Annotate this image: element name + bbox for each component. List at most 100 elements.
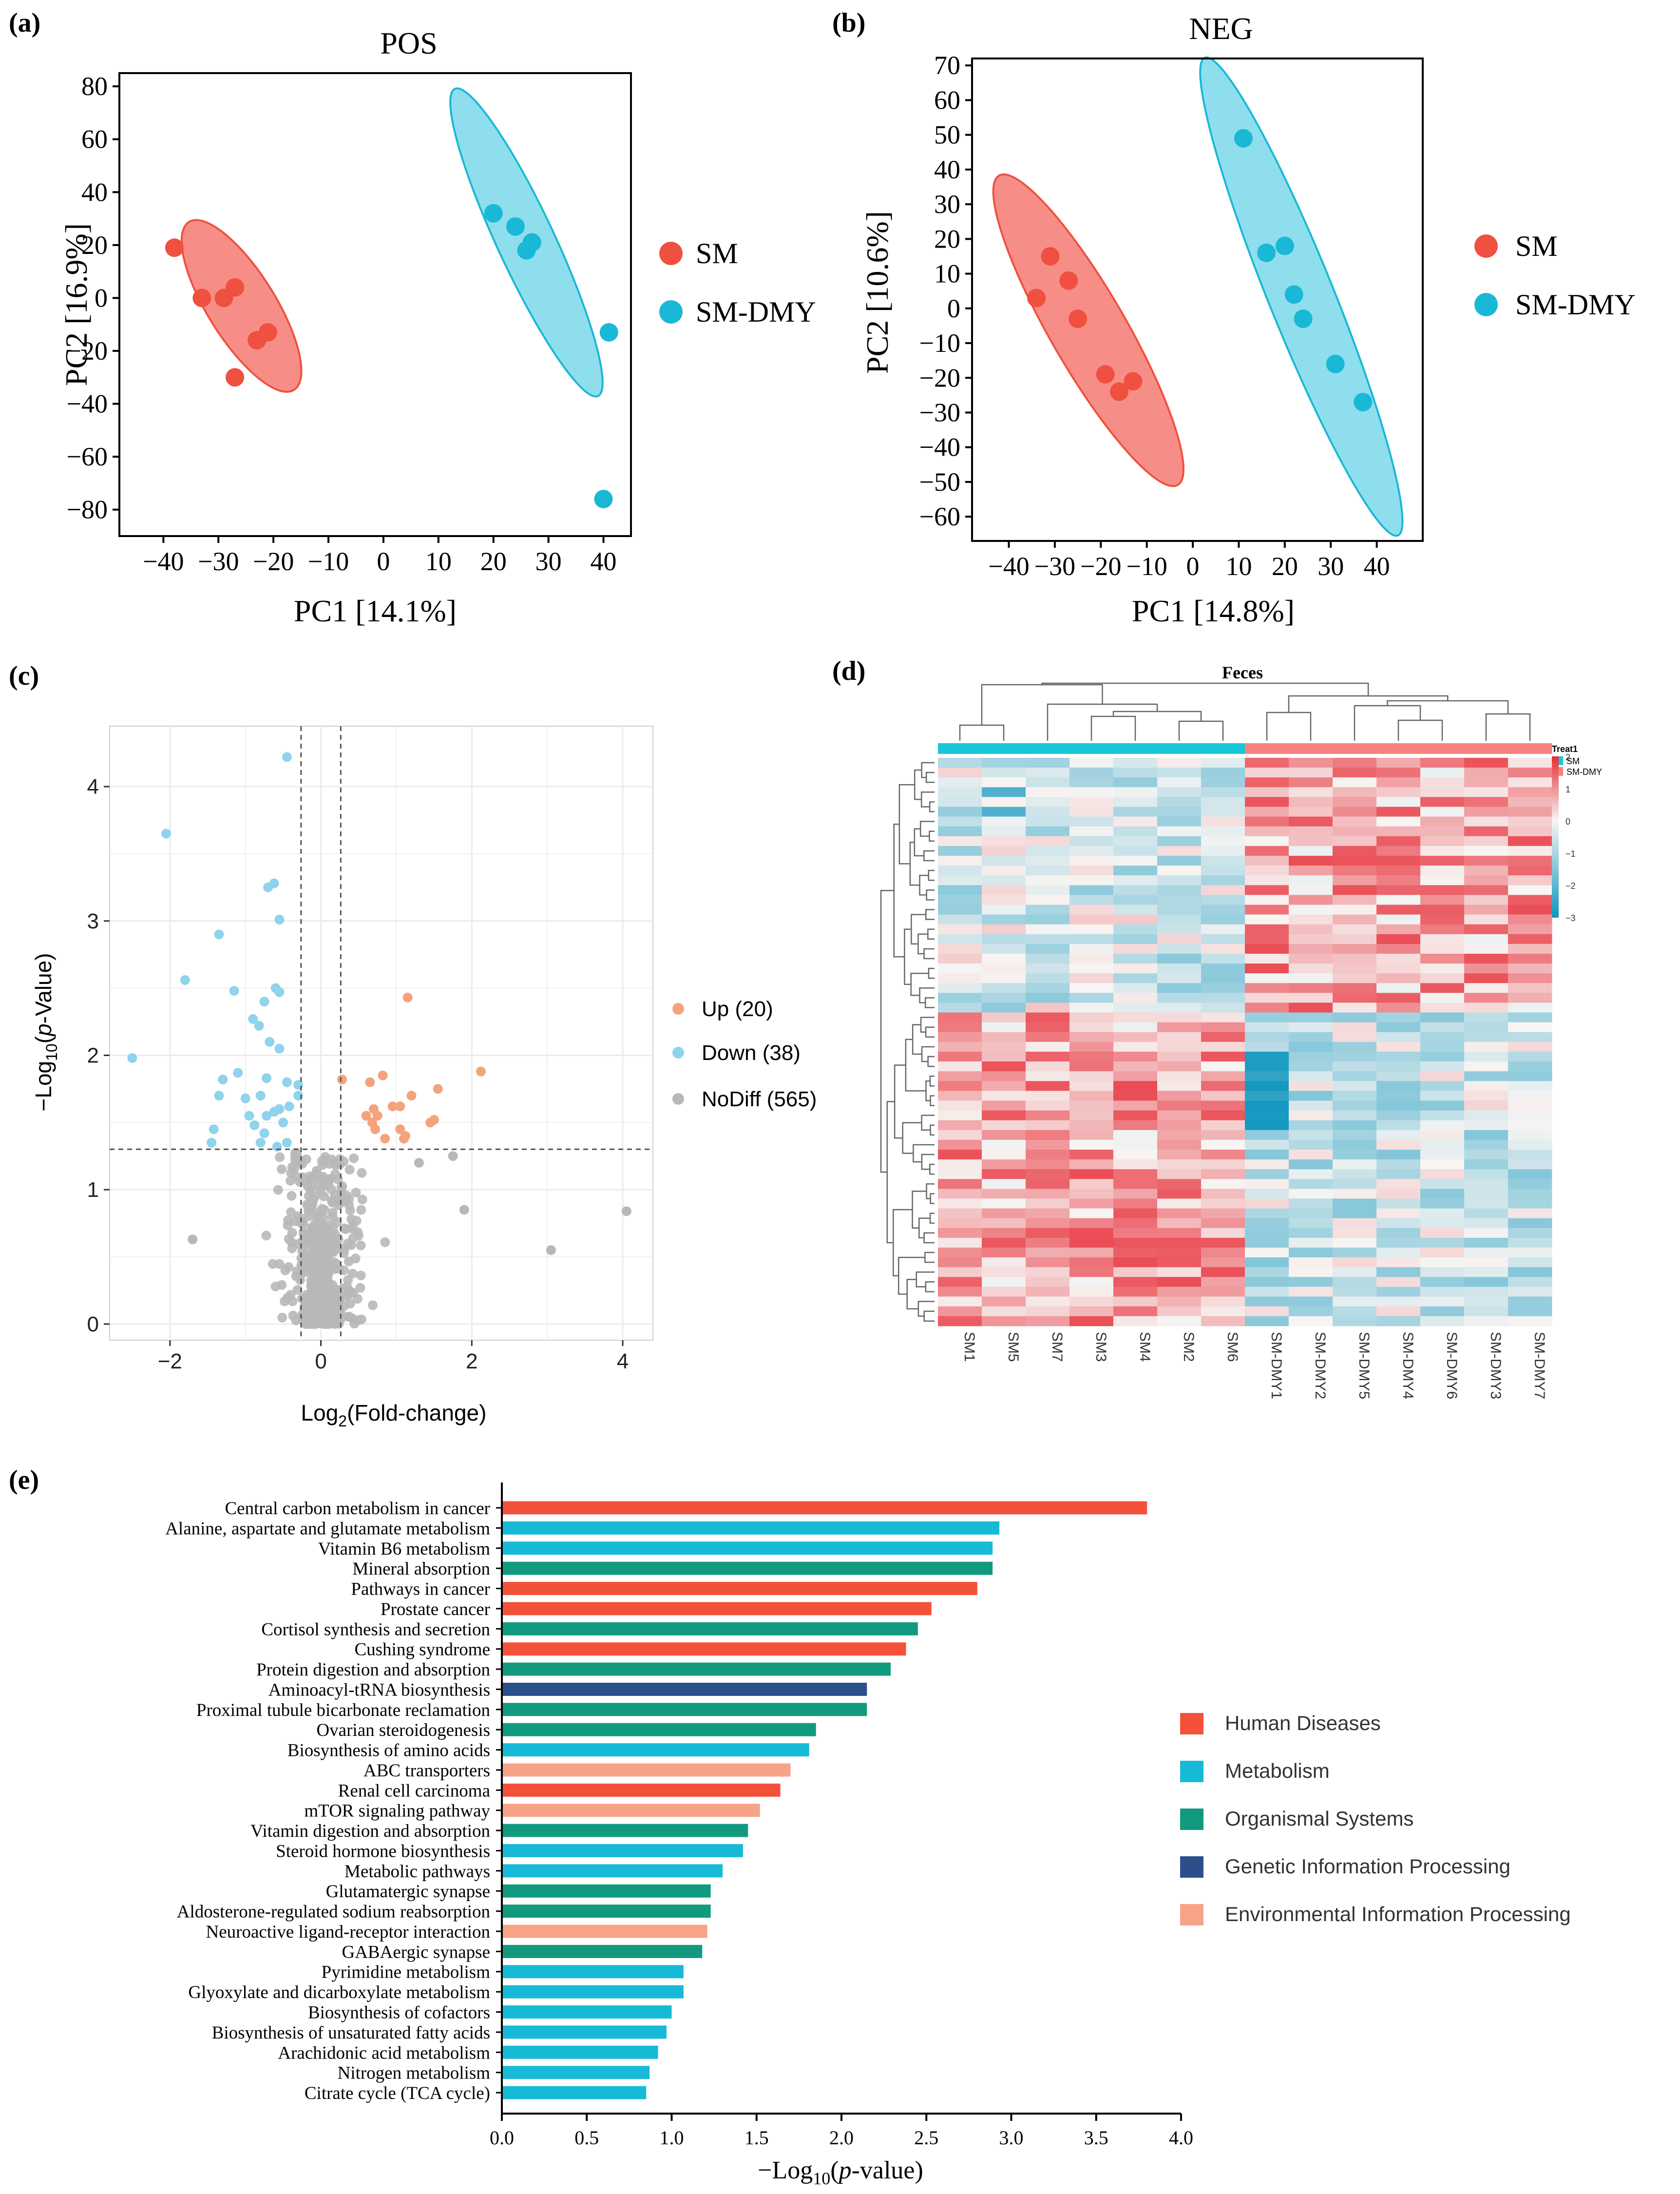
legend-label: Genetic Information Processing — [1225, 1855, 1510, 1878]
heatmap-cell — [1157, 875, 1202, 885]
heatmap-cell — [1245, 1228, 1289, 1238]
dendrogram-branch — [919, 821, 935, 837]
x-tick-label: −40 — [988, 552, 1029, 581]
heatmap-cell — [1201, 1002, 1245, 1013]
heatmap-cell — [1113, 1032, 1158, 1042]
heatmap-cell — [1069, 1110, 1114, 1121]
nodiff-point — [414, 1158, 424, 1168]
heatmap-cell — [1157, 993, 1202, 1003]
heatmap-cell — [1069, 983, 1114, 993]
heatmap-cell — [1069, 1091, 1114, 1101]
heatmap-cell — [1420, 983, 1465, 993]
heatmap-cell — [1333, 875, 1377, 885]
heatmap-cell — [982, 914, 1026, 925]
column-label: SM5 — [1005, 1332, 1021, 1362]
down-point — [274, 987, 285, 997]
heatmap-cell — [938, 1002, 982, 1013]
nodiff-point — [261, 1231, 271, 1241]
heatmap-cell — [1289, 1208, 1333, 1219]
heatmap-cell — [1113, 807, 1158, 817]
data-point-sm — [226, 368, 245, 387]
dendrogram-branch — [1047, 703, 1158, 741]
heatmap-cell — [1508, 1002, 1552, 1013]
dendrogram-branch — [920, 791, 935, 808]
nodiff-point — [287, 1228, 297, 1238]
nodiff-point — [277, 1312, 287, 1323]
heatmap-cell — [1069, 807, 1114, 817]
heatmap-cell — [1113, 1248, 1158, 1258]
color-scale-step — [1552, 839, 1559, 843]
heatmap-cell — [982, 1139, 1026, 1150]
heatmap-cell — [1464, 1110, 1508, 1121]
heatmap-cell — [1508, 1061, 1552, 1072]
heatmap-cell — [1069, 1218, 1114, 1229]
color-scale-step — [1552, 909, 1559, 912]
color-scale-step — [1552, 885, 1559, 888]
down-point — [269, 1107, 279, 1117]
heatmap-cell — [1026, 905, 1070, 915]
dendrogram-branch — [919, 987, 935, 1003]
heatmap-cell — [1464, 1257, 1508, 1268]
dendrogram-branch — [923, 1232, 935, 1244]
heatmap-cell — [1069, 943, 1114, 954]
up-point — [365, 1077, 375, 1087]
heatmap-cell — [938, 943, 982, 954]
heatmap-cell — [1464, 1267, 1508, 1277]
pathway-label: Prostate cancer — [381, 1599, 490, 1619]
down-point — [278, 1117, 288, 1128]
heatmap-cell — [1333, 1120, 1377, 1131]
color-scale-step — [1552, 853, 1559, 856]
down-point — [259, 997, 269, 1007]
nodiff-point — [345, 1298, 355, 1309]
heatmap-cell — [1026, 1130, 1070, 1140]
heatmap-cell — [982, 963, 1026, 974]
heatmap-cell — [1289, 1061, 1333, 1072]
dendrogram-branch — [894, 1064, 906, 1139]
nodiff-point — [348, 1314, 358, 1324]
heatmap-cell — [1069, 787, 1114, 797]
nodiff-point — [188, 1234, 198, 1245]
heatmap-cell — [1376, 797, 1421, 807]
x-tick-label: −30 — [1034, 552, 1075, 581]
heatmap-cell — [1376, 1012, 1421, 1023]
down-point — [282, 1137, 292, 1148]
nodiff-point — [325, 1229, 335, 1239]
heatmap-cell — [1113, 1267, 1158, 1277]
heatmap-cell — [1069, 1169, 1114, 1179]
down-point — [214, 1091, 224, 1101]
group-annotation-cell — [938, 743, 982, 754]
heatmap-cell — [938, 1296, 982, 1307]
y-tick-label: −60 — [67, 442, 108, 471]
heatmap-cell — [1201, 1052, 1245, 1062]
heatmap-cell — [1420, 1081, 1465, 1091]
heatmap-cell — [1464, 1012, 1508, 1023]
heatmap-cell — [1508, 1022, 1552, 1033]
heatmap-cell — [1157, 1267, 1202, 1277]
heatmap-cell — [982, 1296, 1026, 1307]
heatmap-cell — [1376, 1257, 1421, 1268]
color-scale-step — [1552, 864, 1559, 867]
heatmap-cell — [1289, 914, 1333, 925]
heatmap-cell — [982, 1012, 1026, 1023]
heatmap-cell — [1289, 1189, 1333, 1199]
legend-sm-label: SM — [696, 237, 738, 269]
dendrogram-branch — [918, 1217, 930, 1239]
heatmap-cell — [1376, 1169, 1421, 1179]
heatmap-cell — [1201, 1081, 1245, 1091]
heatmap-cell — [1201, 1100, 1245, 1111]
down-point — [274, 915, 285, 925]
heatmap-cell — [1026, 1198, 1070, 1209]
heatmap-cell — [1157, 973, 1202, 983]
heatmap-cell — [1201, 1189, 1245, 1199]
heatmap-cell — [1420, 1306, 1465, 1317]
heatmap-cell — [1376, 1110, 1421, 1121]
heatmap-cell — [1464, 963, 1508, 974]
heatmap-cell — [1245, 1248, 1289, 1258]
heatmap-cell — [1069, 1237, 1114, 1248]
heatmap-cell — [982, 768, 1026, 778]
heatmap-panel: Feces SM1 SM5 SM7 SM3 SM4 SM2 SM6 SM-DMY1 SM-DMY… — [880, 663, 1602, 1399]
heatmap-cell — [1376, 846, 1421, 856]
heatmap-cell — [1289, 1159, 1333, 1170]
heatmap-cell — [1508, 1179, 1552, 1189]
heatmap-cell — [1157, 1032, 1202, 1042]
